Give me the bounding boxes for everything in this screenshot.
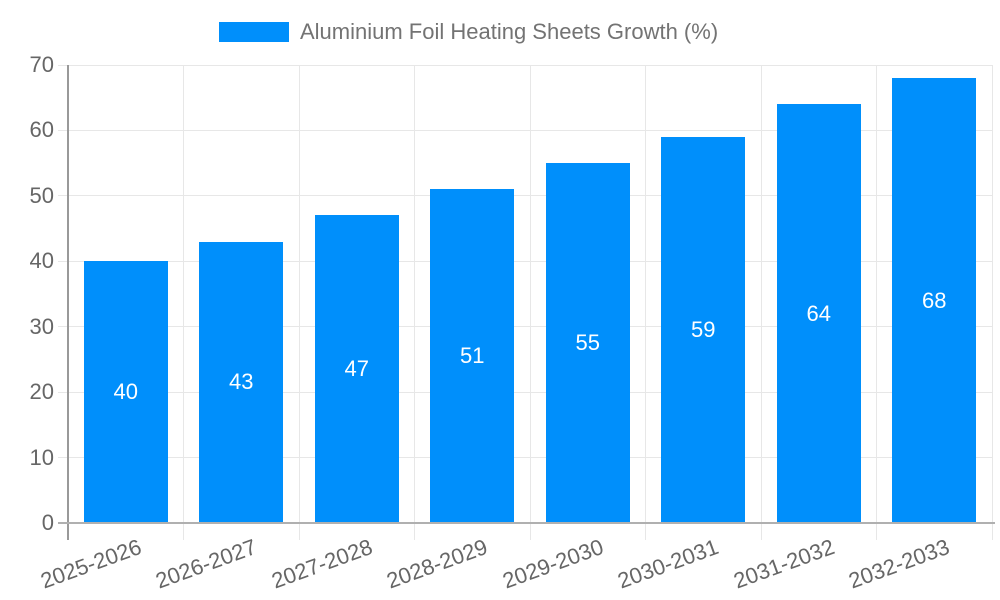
y-axis-tick-label: 50: [29, 182, 54, 208]
x-axis-tick-label: 2029-2030: [498, 534, 607, 594]
bar-value-label: 43: [229, 369, 254, 395]
x-axis-tick-label: 2028-2029: [383, 534, 491, 594]
bar[interactable]: 43: [199, 241, 284, 523]
bar-value-label: 68: [922, 287, 947, 313]
bar[interactable]: 40: [83, 261, 168, 523]
bar[interactable]: 64: [776, 104, 861, 523]
legend-series-label: Aluminium Foil Heating Sheets Growth (%): [300, 19, 719, 44]
bar[interactable]: 51: [430, 189, 515, 523]
x-gridline: [645, 65, 646, 540]
x-gridline: [414, 65, 415, 540]
x-axis-tick-label: 2032-2033: [845, 534, 953, 594]
y-axis-tick-label: 10: [29, 444, 54, 470]
legend: Aluminium Foil Heating Sheets Growth (%): [219, 19, 718, 45]
y-gridline: [58, 457, 992, 459]
y-axis-tick-label: 40: [29, 248, 54, 274]
bar[interactable]: 68: [892, 78, 977, 523]
y-gridline: [58, 129, 992, 131]
bar-value-label: 55: [575, 330, 600, 356]
x-gridline: [183, 65, 184, 540]
x-axis-tick-label: 2031-2032: [729, 534, 838, 594]
y-axis-tick-label: 30: [29, 313, 54, 339]
bar-value-label: 64: [806, 300, 831, 326]
x-gridline: [876, 65, 877, 540]
y-axis-tick-label: 20: [29, 379, 54, 405]
bar[interactable]: 59: [661, 136, 746, 523]
bar-value-label: 47: [344, 356, 369, 382]
bar-value-label: 40: [113, 379, 138, 405]
y-axis-tick-label: 70: [29, 52, 54, 77]
x-axis-tick-label: 2026-2027: [152, 534, 260, 594]
y-axis-tick-label: 60: [29, 117, 54, 143]
x-gridline: [529, 65, 531, 540]
x-gridline: [991, 65, 993, 540]
y-axis-line: [67, 65, 69, 540]
bar[interactable]: 47: [314, 215, 399, 523]
x-axis-tick-label: 2027-2028: [267, 534, 376, 594]
legend-color-swatch: [219, 22, 289, 42]
y-gridline: [58, 391, 992, 393]
y-gridline: [58, 260, 992, 262]
legend-item[interactable]: Aluminium Foil Heating Sheets Growth (%): [219, 19, 718, 45]
x-axis-line: [58, 522, 995, 524]
x-gridline: [760, 65, 762, 540]
y-gridline: [58, 195, 992, 197]
y-gridline: [58, 326, 992, 328]
y-axis-tick-label: 0: [41, 510, 54, 535]
y-gridline: [58, 64, 992, 66]
bar-value-label: 51: [460, 343, 485, 369]
x-axis-tick-label: 2025-2026: [36, 534, 145, 594]
bar[interactable]: 55: [545, 163, 630, 523]
x-gridline: [298, 65, 300, 540]
x-axis-tick-label: 2030-2031: [614, 534, 722, 594]
bar-value-label: 59: [691, 316, 716, 342]
